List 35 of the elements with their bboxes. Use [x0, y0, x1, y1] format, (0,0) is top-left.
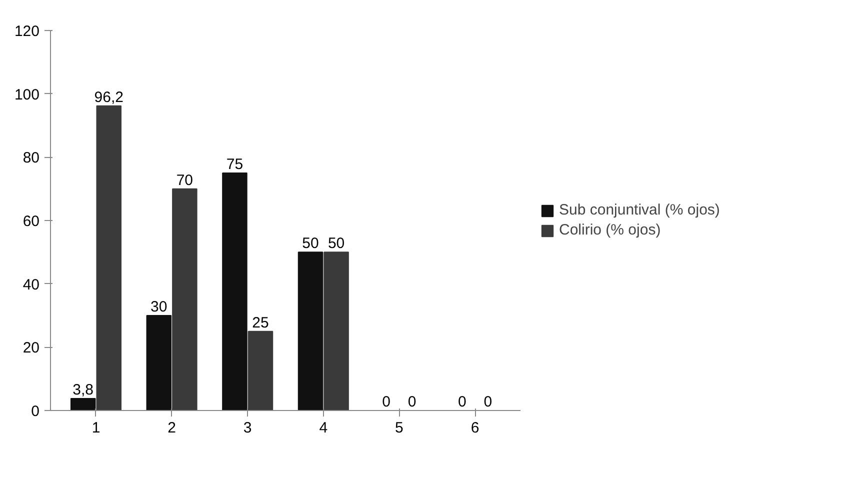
y-tick-label: 80: [22, 150, 40, 167]
data-label: 0: [484, 394, 492, 410]
x-tick-label: 1: [92, 420, 100, 436]
bar: [146, 315, 172, 410]
y-tick-label: 120: [14, 23, 40, 40]
data-label: 96,2: [94, 88, 124, 106]
bar: [70, 398, 96, 410]
data-label: 3,8: [72, 381, 94, 398]
x-tick-label: 2: [168, 420, 176, 436]
x-tick-label: 5: [395, 420, 404, 436]
legend-label: Sub conjuntival (% ojos): [559, 202, 720, 218]
x-tick-label: 4: [319, 420, 328, 436]
y-tick-label: 20: [22, 340, 40, 357]
legend-label: Colirio (% ojos): [559, 222, 661, 238]
bar: [172, 188, 198, 410]
data-label: 75: [226, 156, 244, 173]
bar: [324, 252, 349, 410]
x-tick-label: 6: [470, 420, 480, 436]
data-label: 0: [458, 394, 466, 410]
data-label: 0: [408, 394, 416, 410]
data-label: 30: [150, 298, 168, 316]
bar: [298, 252, 324, 410]
bar: [96, 105, 122, 410]
data-label: 50: [328, 235, 345, 252]
y-tick-label: 0: [31, 403, 40, 420]
x-tick-label: 3: [243, 420, 252, 436]
bar: [248, 330, 274, 410]
y-tick-label: 40: [22, 276, 40, 294]
data-label: 25: [252, 314, 269, 332]
y-tick-label: 60: [22, 213, 40, 230]
data-label: 50: [302, 235, 319, 252]
data-label: 0: [382, 394, 390, 410]
data-label: 70: [176, 172, 194, 189]
y-tick-label: 100: [14, 86, 40, 104]
bar: [222, 172, 248, 410]
